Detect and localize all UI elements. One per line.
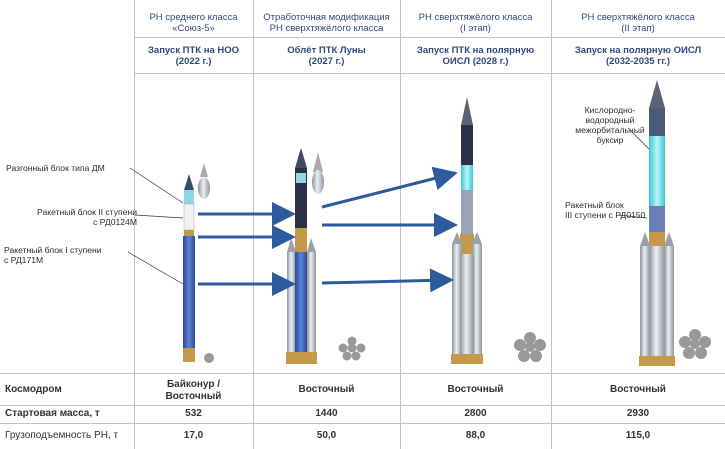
cell-payload: 50,0: [316, 430, 337, 441]
row-divider: [0, 405, 725, 406]
rocket-superheavy-2: [639, 80, 711, 366]
row-divider: [134, 37, 725, 38]
callout-stage3: Ракетный блок III ступени с РД0150: [565, 200, 646, 220]
row-label-liftoff-mass: Стартовая масса, т: [5, 408, 100, 419]
row-divider: [0, 373, 725, 374]
callout-stage2: Ракетный блок II ступени с РД0124М: [37, 207, 137, 227]
column-title: РН сверхтяжёлого класса (I этап): [418, 12, 533, 34]
column-divider: [253, 0, 254, 449]
column-subtitle: Запуск на полярную ОИСЛ (2032-2035 гг.): [574, 45, 702, 67]
cell-liftoff-mass: 532: [185, 408, 202, 419]
cell-liftoff-mass: 2800: [464, 408, 487, 419]
cell-payload: 115,0: [625, 430, 651, 441]
column-title: РН сверхтяжёлого класса (II этап): [581, 12, 695, 34]
column-divider: [551, 0, 552, 449]
rocket-test-heavy: [286, 148, 366, 364]
cell-cosmodrome: Восточный: [447, 384, 504, 395]
callout-lines: [127, 127, 651, 285]
rocket-superheavy-1: [451, 97, 546, 364]
cell-liftoff-mass: 1440: [315, 408, 338, 419]
callout-upper-stage: Разгонный блок типа ДМ: [6, 163, 105, 173]
cell-liftoff-mass: 2930: [626, 408, 650, 419]
column-title: Отработочная модификация РН сверхтяжёлог…: [263, 12, 390, 34]
row-divider: [134, 73, 725, 74]
row-label-payload: Грузоподъемность РН, т: [5, 430, 119, 441]
column-divider: [134, 0, 135, 449]
rocket-soyuz5: [183, 163, 214, 363]
callout-stage1: Ракетный блок I ступени с РД171М: [4, 245, 102, 265]
cell-cosmodrome: Байконур / Восточный: [165, 379, 222, 402]
column-title: РН среднего класса «Союз-5»: [149, 12, 238, 34]
transfer-arrows: [198, 166, 458, 296]
column-subtitle: Запуск ПТК на полярную ОИСЛ (2028 г.): [416, 45, 535, 67]
column-subtitle: Запуск ПТК на НОО (2022 г.): [147, 45, 240, 67]
cell-payload: 88,0: [465, 430, 486, 441]
cell-cosmodrome: Восточный: [298, 384, 355, 395]
callout-tug: Кислородно- водородный межорбитальный бу…: [575, 105, 645, 145]
row-divider: [0, 423, 725, 424]
cell-cosmodrome: Восточный: [610, 384, 666, 395]
column-subtitle: Облёт ПТК Луны (2027 г.): [287, 45, 366, 67]
row-label-cosmodrome: Космодром: [5, 384, 62, 395]
cell-payload: 17,0: [183, 430, 204, 441]
